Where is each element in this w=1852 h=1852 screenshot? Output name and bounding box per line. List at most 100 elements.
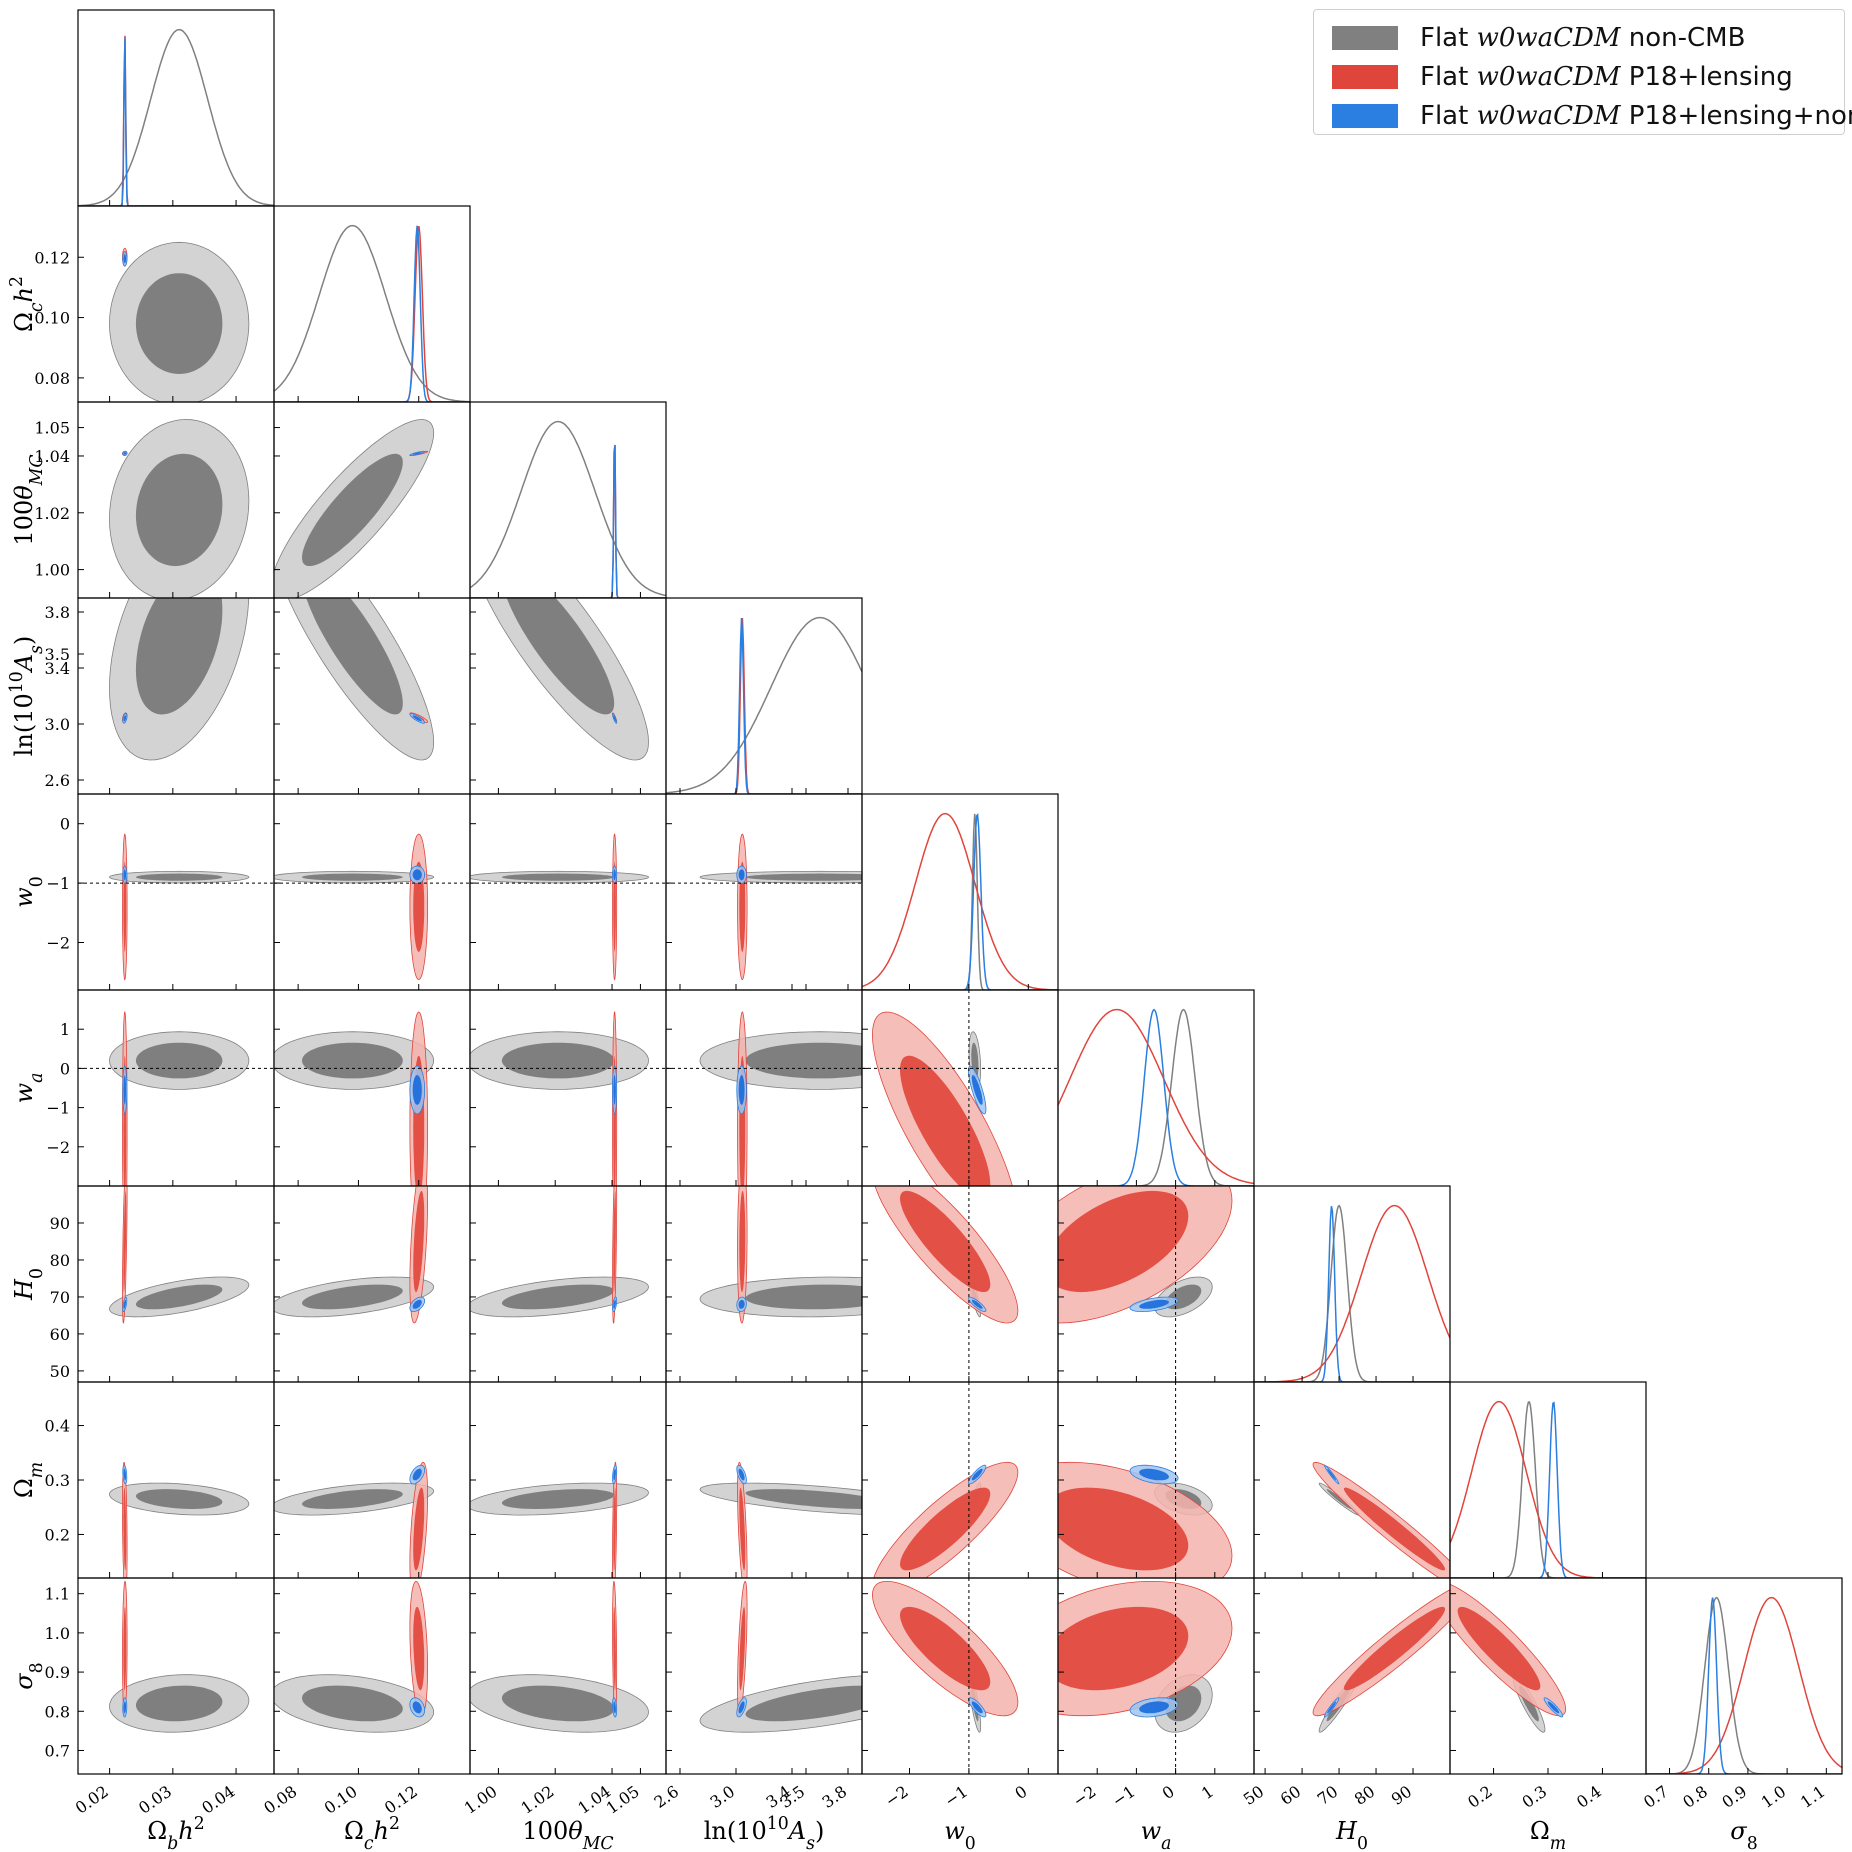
y-tick-label: 3.8 [45, 603, 70, 622]
marginal-curve-flat-w0wacdm-p18-lensing [1450, 1400, 1646, 1578]
contour-inner-flat-w0wacdm-p18-lensing-non-cmb [613, 1468, 616, 1481]
x-tick-label: 80 [1351, 1782, 1379, 1809]
x-tick-label: −2 [1069, 1782, 1099, 1811]
contour-inner-flat-w0wacdm-non-cmb [501, 1489, 615, 1509]
x-tick-label: 60 [1277, 1782, 1305, 1809]
y-tick-label: 90 [50, 1214, 70, 1233]
x-tick-label: 0.4 [1573, 1782, 1605, 1812]
panel-omch2-vs-ombh2 [77, 205, 275, 403]
marginal-curve-flat-w0wacdm-non-cmb [1254, 1204, 1450, 1382]
x-tick-label: 0.10 [321, 1782, 361, 1818]
axis-label-theta: 100θMC [10, 454, 47, 545]
axis-label-wa: wa [10, 1073, 47, 1104]
contour-inner-flat-w0wacdm-p18-lensing-non-cmb [1139, 1299, 1169, 1309]
x-tick-label: 1.02 [517, 1782, 557, 1818]
panel-logA-vs-ombh2 [77, 597, 275, 795]
y-tick-label: 0.2 [45, 1525, 70, 1544]
panel-w0-vs-theta [469, 793, 667, 991]
contour-inner-flat-w0wacdm-p18-lensing [123, 1606, 127, 1691]
contour-inner-flat-w0wacdm-p18-lensing-non-cmb [738, 869, 745, 881]
axis-label-Om: Ωm [10, 1462, 47, 1498]
contour-inner-flat-w0wacdm-p18-lensing-non-cmb [738, 1468, 745, 1481]
contour-inner-flat-w0wacdm-p18-lensing [613, 1606, 616, 1691]
panel-Om-vs-theta [469, 1381, 667, 1579]
panel-H0-vs-logA [665, 1185, 863, 1383]
marginal-curve-flat-w0wacdm-non-cmb [1450, 1401, 1646, 1578]
contour-inner-flat-w0wacdm-p18-lensing [1457, 1606, 1541, 1691]
contour-inner-flat-w0wacdm-p18-lensing [123, 861, 127, 952]
marginal-curve-flat-w0wacdm-p18-lensing [1058, 1008, 1254, 1185]
y-tick-label: 60 [50, 1325, 70, 1344]
axis-label-Om: Ωm [1530, 1817, 1566, 1852]
panel-H0-vs-wa [1057, 1185, 1255, 1383]
contour-inner-flat-w0wacdm-p18-lensing-non-cmb [613, 1075, 616, 1105]
contour-inner-flat-w0wacdm-non-cmb [501, 1685, 615, 1722]
contour-inner-flat-w0wacdm-non-cmb [745, 1042, 862, 1079]
contour-inner-flat-w0wacdm-non-cmb [135, 1284, 223, 1310]
contour-inner-flat-w0wacdm-p18-lensing-non-cmb [1139, 1701, 1169, 1714]
axis-label-omch2: Ωch2 [7, 276, 47, 332]
x-tick-label: 0.8 [1679, 1782, 1711, 1812]
x-tick-label: 0 [1159, 1782, 1178, 1803]
x-tick-label: 0 [1011, 1782, 1030, 1803]
contour-inner-flat-w0wacdm-non-cmb [302, 453, 403, 566]
contour-inner-flat-w0wacdm-p18-lensing [900, 1190, 991, 1292]
x-tick-label: 0.02 [72, 1782, 112, 1818]
y-tick-label: 3.0 [45, 715, 70, 734]
panel-Om-vs-w0 [861, 1381, 1059, 1579]
panel-frame [1057, 989, 1255, 1187]
contour-inner-flat-w0wacdm-non-cmb [745, 1284, 862, 1310]
contour-inner-flat-w0wacdm-non-cmb [501, 873, 615, 881]
y-tick-label: 0.10 [34, 309, 70, 328]
axis-label-omch2: Ωch2 [344, 1814, 400, 1852]
panel-s8-vs-s8 [1645, 1577, 1843, 1775]
y-tick-label: 0.4 [45, 1417, 70, 1436]
marginal-curve-flat-w0wacdm-p18-lensing [862, 812, 1058, 990]
panel-frame [1645, 1577, 1843, 1775]
y-tick-label: 50 [50, 1362, 70, 1381]
contour-inner-flat-w0wacdm-non-cmb [506, 598, 615, 715]
x-tick-label: 1.05 [603, 1782, 643, 1818]
axis-label-s8: σ8 [1730, 1817, 1757, 1852]
contour-inner-flat-w0wacdm-p18-lensing-non-cmb [123, 1468, 126, 1481]
x-tick-label: 2.6 [651, 1782, 683, 1812]
panel-s8-vs-omch2 [273, 1577, 471, 1775]
panel-H0-vs-omch2 [273, 1185, 471, 1383]
contour-inner-flat-w0wacdm-p18-lensing [1058, 1190, 1189, 1293]
contour-inner-flat-w0wacdm-p18-lensing-non-cmb [412, 1701, 422, 1714]
panel-frame [273, 793, 471, 991]
contour-inner-flat-w0wacdm-p18-lensing [900, 1606, 991, 1691]
contour-inner-flat-w0wacdm-non-cmb [302, 1284, 403, 1310]
panel-ombh2-vs-ombh2 [77, 9, 275, 207]
marginal-curve-flat-w0wacdm-non-cmb [274, 224, 470, 402]
panel-Om-vs-wa [1057, 1381, 1255, 1579]
contour-inner-flat-w0wacdm-p18-lensing-non-cmb [123, 1701, 126, 1714]
contour-inner-flat-w0wacdm-p18-lensing-non-cmb [123, 1075, 126, 1105]
marginal-curve-flat-w0wacdm-non-cmb [470, 420, 666, 597]
y-tick-label: 0 [60, 815, 70, 834]
panel-H0-vs-ombh2 [77, 1185, 275, 1383]
contour-inner-flat-w0wacdm-non-cmb [302, 873, 403, 881]
panel-s8-vs-H0 [1253, 1577, 1451, 1775]
panel-frame [77, 1381, 275, 1579]
x-tick-label: 90 [1388, 1782, 1416, 1809]
contour-inner-flat-w0wacdm-p18-lensing [413, 861, 425, 952]
panel-frame [1253, 1185, 1451, 1383]
contour-inner-flat-w0wacdm-non-cmb [1326, 1489, 1352, 1509]
contour-inner-flat-w0wacdm-p18-lensing [613, 1190, 616, 1293]
x-tick-label: 1 [1198, 1782, 1217, 1803]
panel-H0-vs-theta [469, 1185, 667, 1383]
panel-omch2-vs-omch2 [273, 205, 471, 403]
y-tick-label: 0.08 [34, 369, 70, 388]
contour-inner-flat-w0wacdm-p18-lensing-non-cmb [123, 715, 126, 722]
y-tick-label: 1 [60, 1020, 70, 1039]
marginal-curve-flat-w0wacdm-p18-lensing [1646, 1596, 1842, 1774]
panel-Om-vs-Om [1449, 1381, 1647, 1579]
panel-wa-vs-wa [1057, 989, 1255, 1187]
contour-inner-flat-w0wacdm-p18-lensing-non-cmb [613, 1701, 616, 1714]
marginal-curve-flat-w0wacdm-non-cmb [862, 813, 1058, 990]
x-tick-label: 0.9 [1718, 1782, 1750, 1812]
contour-inner-flat-w0wacdm-p18-lensing [613, 1487, 616, 1571]
x-tick-label: 0.04 [198, 1782, 238, 1818]
